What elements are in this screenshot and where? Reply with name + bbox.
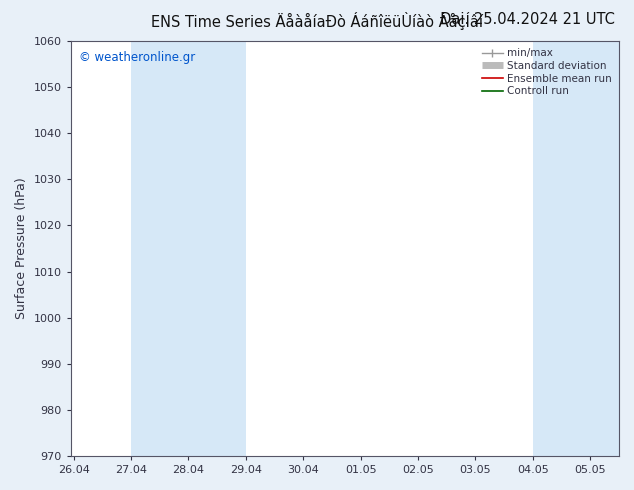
Text: Đại. 25.04.2024 21 UTC: Đại. 25.04.2024 21 UTC	[440, 12, 615, 27]
Legend: min/max, Standard deviation, Ensemble mean run, Controll run: min/max, Standard deviation, Ensemble me…	[480, 46, 614, 98]
Text: ENS Time Series ÄåàåíaÐò ÁáñîëüÙíàò ÁåçÍâí: ENS Time Series ÄåàåíaÐò ÁáñîëüÙíàò ÁåçÍ…	[151, 12, 483, 30]
Bar	[533, 41, 619, 456]
Bar	[131, 41, 246, 456]
Y-axis label: Surface Pressure (hPa): Surface Pressure (hPa)	[15, 178, 28, 319]
Text: © weatheronline.gr: © weatheronline.gr	[79, 51, 195, 64]
